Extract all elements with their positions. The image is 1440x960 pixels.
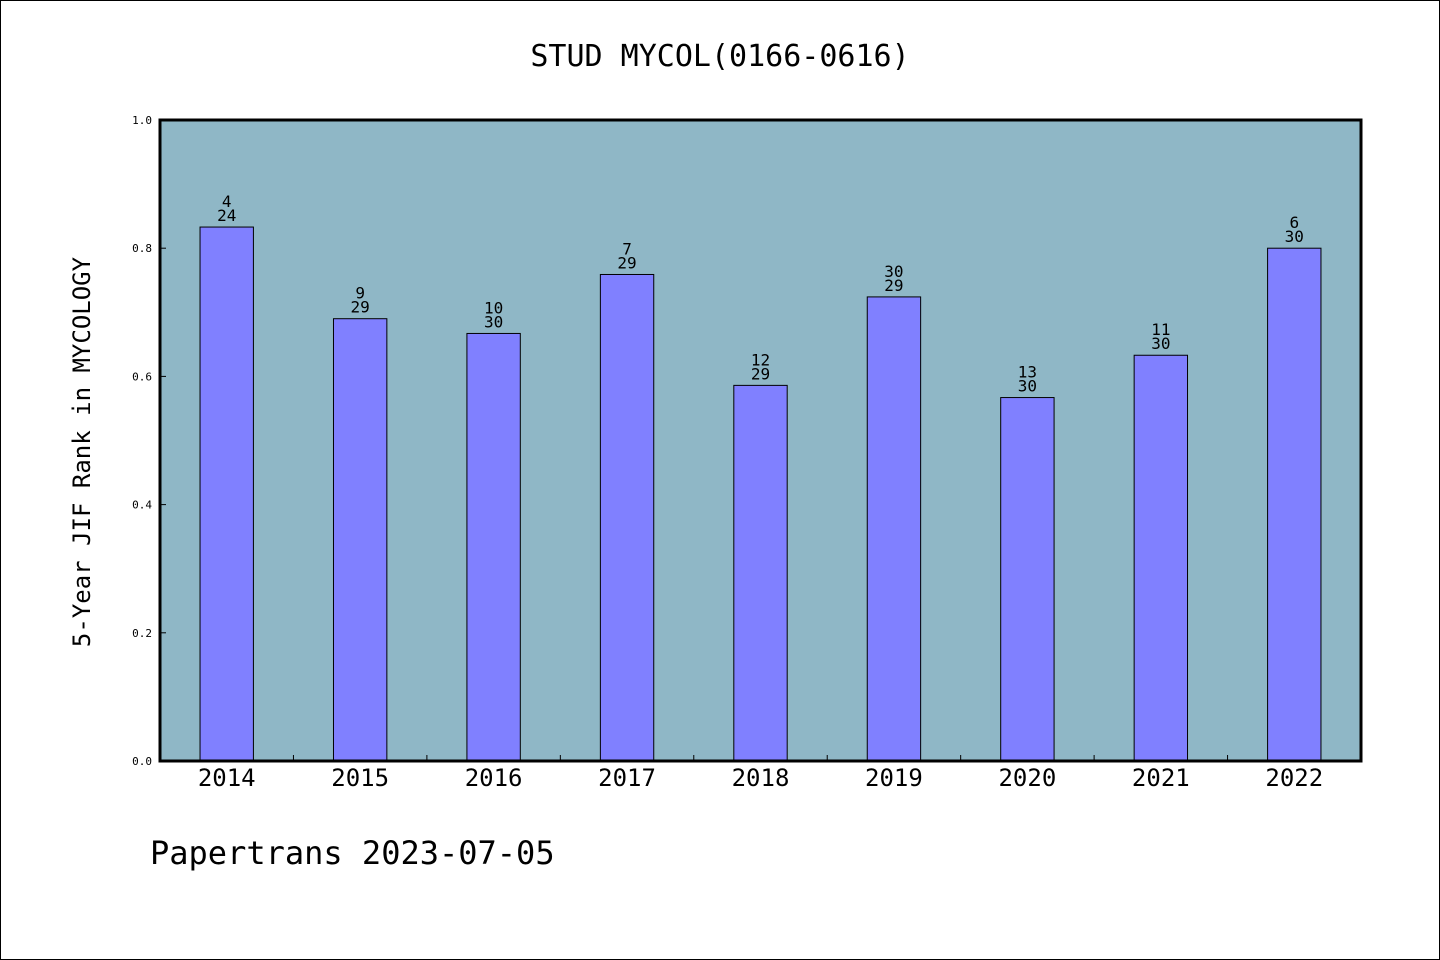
bar-total-label: 29 <box>617 253 636 272</box>
x-tick-label: 2021 <box>1132 764 1190 792</box>
bar-total-label: 30 <box>484 312 503 331</box>
bar-2014 <box>199 226 254 762</box>
bar-total-label: 30 <box>1018 377 1037 396</box>
bar-total-label: 24 <box>217 206 236 225</box>
bar-2019 <box>866 296 922 762</box>
bar-2022 <box>1267 247 1322 762</box>
x-tick-label: 2014 <box>198 764 256 792</box>
x-tick-label: 2015 <box>331 764 389 792</box>
bar-total-label: 29 <box>751 364 770 383</box>
chart-title: STUD MYCOL(0166-0616) <box>530 39 909 74</box>
bar-rank-label: 6 <box>1289 213 1299 232</box>
bar-rank-label: 9 <box>355 284 365 303</box>
x-tick-label: 2018 <box>732 764 790 792</box>
y-axis-label: 5-Year JIF Rank in MYCOLOGY <box>68 256 96 647</box>
y-tick-label: 0.4 <box>132 499 152 512</box>
x-tick-label: 2022 <box>1265 764 1323 792</box>
y-tick-label: 0.6 <box>132 370 152 383</box>
bar-rank-label: 12 <box>751 350 770 369</box>
bar-rank-label: 4 <box>222 192 232 211</box>
x-tick-label: 2017 <box>598 764 656 792</box>
bar-rank-label: 13 <box>1018 363 1037 382</box>
bar-total-label: 30 <box>1151 334 1170 353</box>
x-tick-label: 2020 <box>998 764 1056 792</box>
bar-2017 <box>599 273 655 762</box>
bar-total-label: 29 <box>351 298 370 317</box>
bar-2015 <box>332 318 388 762</box>
bar-2021 <box>1133 354 1189 762</box>
bar-rank-label: 10 <box>484 298 503 317</box>
axis-ticks-group: 2014 2015 2016 2017 2018 2019 2020 2021 2022 0.0 0… <box>132 114 1323 792</box>
bar-rank-label: 11 <box>1151 320 1170 339</box>
bar-total-label: 29 <box>884 276 903 295</box>
bar-total-label: 30 <box>1285 227 1304 246</box>
x-tick-label: 2019 <box>865 764 923 792</box>
x-tick-label: 2016 <box>465 764 523 792</box>
y-tick-label: 1.0 <box>132 114 152 127</box>
bar-2020 <box>1000 397 1055 762</box>
bar-2018 <box>733 384 788 762</box>
bar-2016 <box>466 332 521 762</box>
bar-rank-label: 30 <box>884 262 903 281</box>
footer-text: Papertrans 2023-07-05 <box>150 834 555 872</box>
bar-rank-label: 7 <box>622 239 632 258</box>
y-tick-label: 0.8 <box>132 242 152 255</box>
y-tick-label: 0.0 <box>132 755 152 768</box>
plot-border <box>158 118 1363 763</box>
y-tick-label: 0.2 <box>132 627 152 640</box>
